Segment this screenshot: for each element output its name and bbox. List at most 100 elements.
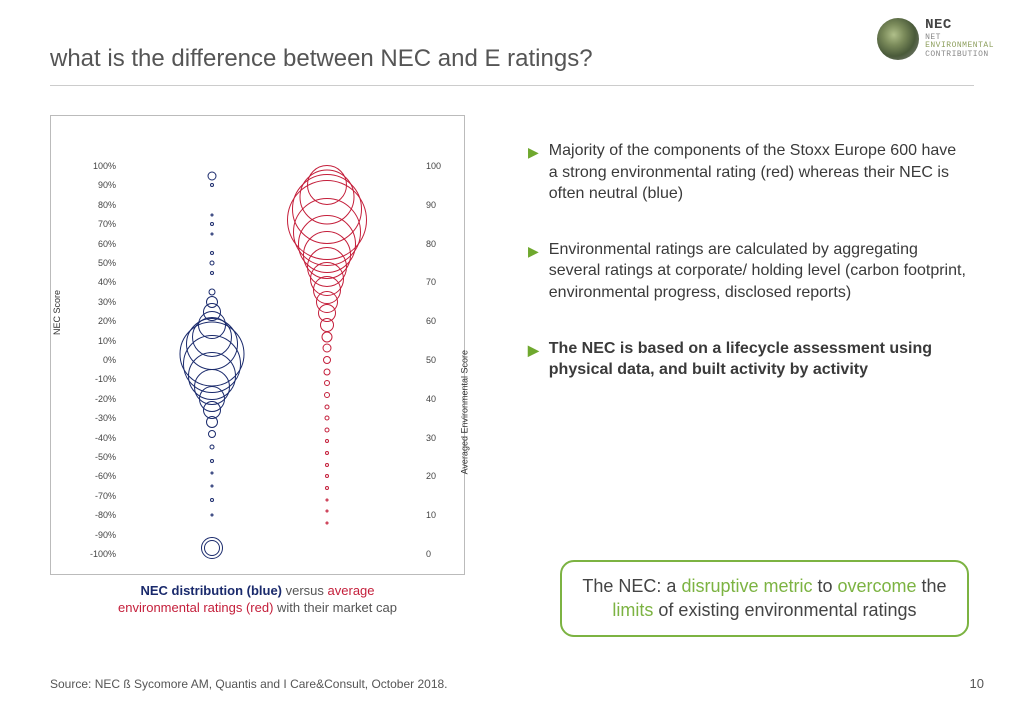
bubble [209, 261, 214, 266]
header: what is the difference between NEC and E… [50, 45, 974, 86]
caption-red1: average [328, 583, 375, 598]
caption-blue: NEC distribution (blue) [140, 583, 282, 598]
callout-m2: the [917, 576, 947, 596]
left-tick: 100% [76, 161, 116, 171]
bubble [324, 392, 330, 398]
right-tick: 80 [426, 239, 454, 249]
bubble [210, 232, 213, 235]
bullet-item: ▶The NEC is based on a lifecycle assessm… [528, 338, 969, 381]
left-tick: 30% [76, 297, 116, 307]
bubble [208, 430, 216, 438]
bubble [325, 416, 330, 421]
bubble [326, 521, 329, 524]
arrow-icon: ▶ [528, 341, 539, 381]
left-tick: 90% [76, 180, 116, 190]
left-tick: -10% [76, 374, 116, 384]
callout-post: of existing environmental ratings [653, 600, 916, 620]
bubble [325, 486, 329, 490]
left-tick: -50% [76, 452, 116, 462]
bullet-list: ▶Majority of the components of the Stoxx… [528, 140, 969, 415]
bubble [210, 183, 214, 187]
bubble [210, 471, 213, 474]
page-number: 10 [970, 676, 984, 691]
plot-area [121, 166, 424, 554]
bubble [210, 213, 213, 216]
left-tick: 40% [76, 277, 116, 287]
callout-m1: to [813, 576, 838, 596]
bubble [325, 439, 329, 443]
left-tick: 60% [76, 239, 116, 249]
bubble [210, 222, 214, 226]
bubble [210, 251, 214, 255]
left-tick: -70% [76, 491, 116, 501]
bullet-item: ▶Environmental ratings are calculated by… [528, 239, 969, 304]
arrow-icon: ▶ [528, 143, 539, 205]
chart-caption: NEC distribution (blue) versus average e… [50, 583, 465, 617]
bubble [322, 331, 333, 342]
left-axis-ticks: 100%90%80%70%60%50%40%30%20%10%0%-10%-20… [76, 166, 116, 554]
callout-h2: overcome [838, 576, 917, 596]
left-tick: 10% [76, 336, 116, 346]
bubble-chart: NEC Score Averaged Environmental Score 1… [50, 115, 465, 575]
source-text: Source: NEC ß Sycomore AM, Quantis and I… [50, 677, 448, 691]
bubble [325, 474, 329, 478]
caption-red2: environmental ratings (red) [118, 600, 273, 615]
caption-t2: with their market cap [273, 600, 397, 615]
bullet-text: Majority of the components of the Stoxx … [549, 140, 969, 205]
right-axis-ticks: 1009080706050403020100 [426, 166, 454, 554]
bubble [208, 289, 215, 296]
callout-pre: The NEC: a [582, 576, 681, 596]
bullet-text: Environmental ratings are calculated by … [549, 239, 969, 304]
page-title: what is the difference between NEC and E… [50, 45, 974, 73]
right-tick: 90 [426, 200, 454, 210]
right-tick: 40 [426, 394, 454, 404]
right-tick: 30 [426, 433, 454, 443]
bubble [210, 271, 214, 275]
right-tick: 0 [426, 549, 454, 559]
bubble [210, 485, 213, 488]
right-axis-label: Averaged Environmental Score [459, 350, 469, 474]
bullet-text: The NEC is based on a lifecycle assessme… [549, 338, 969, 381]
bubble [325, 451, 329, 455]
left-tick: -30% [76, 413, 116, 423]
bubble [323, 344, 332, 353]
bubble [210, 514, 213, 517]
left-tick: -100% [76, 549, 116, 559]
left-tick: 20% [76, 316, 116, 326]
bubble [210, 459, 214, 463]
left-tick: -40% [76, 433, 116, 443]
right-tick: 100 [426, 161, 454, 171]
bubble [209, 445, 214, 450]
bubble [207, 171, 216, 180]
left-tick: -60% [76, 471, 116, 481]
arrow-icon: ▶ [528, 242, 539, 304]
callout-h1: disruptive metric [681, 576, 812, 596]
right-tick: 60 [426, 316, 454, 326]
bubble [204, 540, 220, 556]
left-tick: 80% [76, 200, 116, 210]
left-axis-label: NEC Score [52, 290, 62, 335]
bubble [324, 368, 331, 375]
bubble [324, 380, 330, 386]
right-tick: 70 [426, 277, 454, 287]
bubble [325, 463, 329, 467]
left-tick: -20% [76, 394, 116, 404]
bubble [210, 498, 214, 502]
right-tick: 50 [426, 355, 454, 365]
bubble [323, 356, 331, 364]
left-tick: 0% [76, 355, 116, 365]
bubble [320, 318, 334, 332]
callout-h3: limits [612, 600, 653, 620]
bubble [326, 498, 329, 501]
right-tick: 20 [426, 471, 454, 481]
bubble [206, 416, 218, 428]
logo-nec: NEC [925, 18, 994, 33]
bubble [325, 404, 330, 409]
left-tick: 50% [76, 258, 116, 268]
bubble [325, 427, 330, 432]
callout-box: The NEC: a disruptive metric to overcome… [560, 560, 969, 637]
bullet-item: ▶Majority of the components of the Stoxx… [528, 140, 969, 205]
bubble [326, 510, 329, 513]
left-tick: 70% [76, 219, 116, 229]
right-tick: 10 [426, 510, 454, 520]
